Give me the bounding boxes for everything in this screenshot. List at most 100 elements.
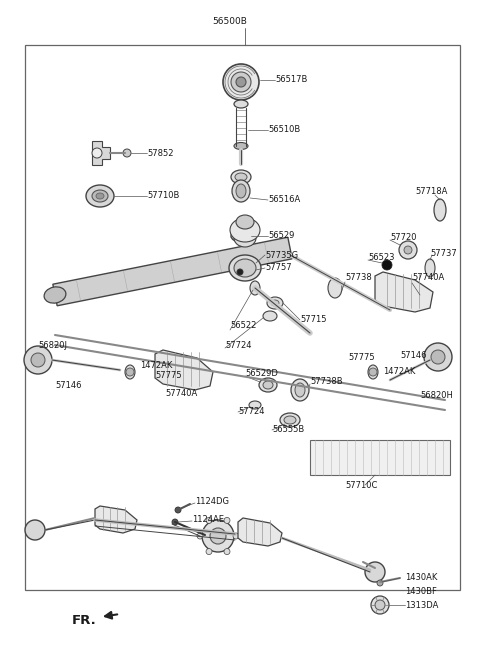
Circle shape bbox=[202, 520, 234, 552]
Text: 57718A: 57718A bbox=[415, 187, 447, 196]
Circle shape bbox=[424, 343, 452, 371]
Ellipse shape bbox=[267, 297, 283, 309]
Ellipse shape bbox=[271, 300, 279, 306]
Ellipse shape bbox=[236, 215, 254, 229]
Ellipse shape bbox=[44, 287, 66, 303]
Text: 57740A: 57740A bbox=[412, 274, 444, 282]
Text: 57737: 57737 bbox=[430, 250, 457, 259]
Text: 57735G: 57735G bbox=[265, 250, 298, 259]
Ellipse shape bbox=[284, 416, 296, 424]
Circle shape bbox=[172, 519, 178, 525]
Ellipse shape bbox=[232, 180, 250, 202]
Text: 57146: 57146 bbox=[55, 381, 82, 390]
Ellipse shape bbox=[295, 383, 305, 397]
Ellipse shape bbox=[328, 278, 342, 298]
Ellipse shape bbox=[231, 170, 251, 184]
Text: 1430BF: 1430BF bbox=[405, 586, 437, 595]
Polygon shape bbox=[375, 272, 433, 312]
Circle shape bbox=[404, 246, 412, 254]
Ellipse shape bbox=[425, 259, 435, 277]
Text: 56516A: 56516A bbox=[268, 195, 300, 204]
Text: 57738B: 57738B bbox=[310, 377, 343, 386]
Ellipse shape bbox=[230, 218, 260, 242]
Bar bbox=[25, 45, 460, 590]
Text: 1430AK: 1430AK bbox=[405, 574, 437, 582]
Text: 57775: 57775 bbox=[155, 371, 181, 379]
Circle shape bbox=[369, 368, 377, 376]
Ellipse shape bbox=[291, 379, 309, 401]
Circle shape bbox=[92, 148, 102, 158]
Text: 57738: 57738 bbox=[345, 274, 372, 282]
Polygon shape bbox=[238, 518, 282, 546]
Text: 57740A: 57740A bbox=[165, 388, 197, 398]
Text: 1472AK: 1472AK bbox=[383, 367, 415, 377]
Circle shape bbox=[431, 350, 445, 364]
Circle shape bbox=[382, 260, 392, 270]
Text: FR.: FR. bbox=[72, 614, 97, 626]
Text: 56820H: 56820H bbox=[420, 390, 453, 400]
Text: 57724: 57724 bbox=[225, 341, 252, 350]
Circle shape bbox=[31, 353, 45, 367]
Circle shape bbox=[377, 580, 383, 586]
Circle shape bbox=[24, 346, 52, 374]
Text: 57757: 57757 bbox=[265, 263, 292, 272]
Circle shape bbox=[197, 533, 203, 539]
Polygon shape bbox=[92, 141, 110, 165]
Ellipse shape bbox=[280, 413, 300, 427]
Circle shape bbox=[233, 533, 239, 539]
Circle shape bbox=[206, 549, 212, 555]
Ellipse shape bbox=[249, 401, 261, 409]
Ellipse shape bbox=[368, 365, 378, 379]
Text: 57710C: 57710C bbox=[345, 481, 377, 489]
Ellipse shape bbox=[229, 255, 261, 281]
Bar bbox=[310, 440, 450, 475]
Ellipse shape bbox=[231, 230, 251, 242]
Text: 56529D: 56529D bbox=[245, 369, 278, 379]
Circle shape bbox=[206, 517, 212, 523]
Circle shape bbox=[231, 72, 251, 92]
Circle shape bbox=[224, 517, 230, 523]
Text: 56820J: 56820J bbox=[38, 341, 67, 350]
Circle shape bbox=[365, 562, 385, 582]
Text: 56500B: 56500B bbox=[213, 18, 247, 26]
Ellipse shape bbox=[234, 259, 256, 277]
Text: 56522: 56522 bbox=[230, 320, 256, 329]
Ellipse shape bbox=[250, 281, 260, 295]
Circle shape bbox=[123, 149, 131, 157]
Text: 56555B: 56555B bbox=[272, 426, 304, 434]
Ellipse shape bbox=[235, 233, 247, 240]
Circle shape bbox=[399, 241, 417, 259]
Text: 57715: 57715 bbox=[300, 316, 326, 324]
Text: 1124DG: 1124DG bbox=[195, 498, 229, 506]
Ellipse shape bbox=[236, 184, 246, 198]
Ellipse shape bbox=[234, 229, 256, 247]
Text: 1472AK: 1472AK bbox=[140, 360, 172, 369]
Text: 1124AE: 1124AE bbox=[192, 515, 224, 525]
Circle shape bbox=[223, 64, 259, 100]
Polygon shape bbox=[155, 350, 213, 390]
Ellipse shape bbox=[92, 190, 108, 202]
Text: 56517B: 56517B bbox=[275, 75, 307, 84]
Ellipse shape bbox=[263, 311, 277, 321]
Ellipse shape bbox=[434, 199, 446, 221]
Polygon shape bbox=[53, 237, 292, 306]
Circle shape bbox=[25, 520, 45, 540]
Polygon shape bbox=[95, 506, 137, 533]
Ellipse shape bbox=[234, 100, 248, 108]
Text: 57775: 57775 bbox=[348, 354, 374, 362]
Ellipse shape bbox=[86, 185, 114, 207]
Text: 56510B: 56510B bbox=[268, 126, 300, 134]
Text: 57146: 57146 bbox=[400, 350, 427, 360]
Text: 57724: 57724 bbox=[238, 407, 264, 417]
Circle shape bbox=[375, 600, 385, 610]
Ellipse shape bbox=[259, 378, 277, 392]
Circle shape bbox=[175, 507, 181, 513]
Ellipse shape bbox=[263, 381, 273, 389]
Text: 56523: 56523 bbox=[368, 253, 395, 263]
Ellipse shape bbox=[96, 193, 104, 199]
Circle shape bbox=[237, 269, 243, 275]
Circle shape bbox=[371, 596, 389, 614]
Circle shape bbox=[210, 528, 226, 544]
Text: 1313DA: 1313DA bbox=[405, 601, 438, 610]
Circle shape bbox=[236, 77, 246, 87]
